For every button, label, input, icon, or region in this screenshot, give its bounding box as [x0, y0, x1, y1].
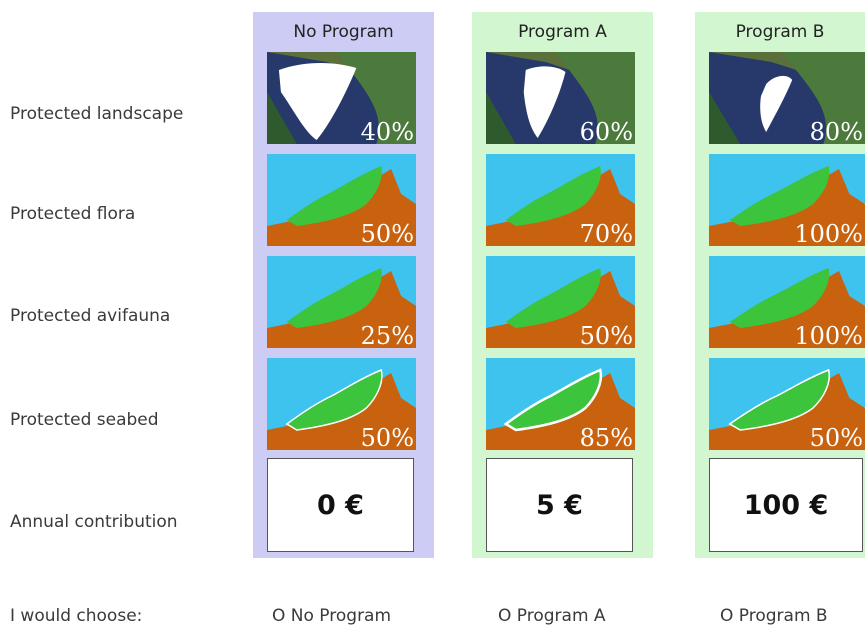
option-program-a[interactable]: O Program A [498, 606, 606, 626]
column-title: Program A [518, 22, 607, 42]
flora-percent: 70% [579, 220, 633, 246]
column-program-a: Program A 60% 70% 50% [472, 12, 653, 558]
island-map-icon: 50% [267, 358, 416, 450]
landscape-percent: 80% [809, 118, 863, 144]
column-title: No Program [293, 22, 394, 42]
column-title: Program B [735, 22, 825, 42]
island-map-icon: 50% [267, 154, 416, 246]
seabed-percent: 50% [809, 424, 863, 450]
avifauna-percent: 50% [579, 322, 633, 348]
row-label-contribution: Annual contribution [10, 512, 178, 532]
row-label-avifauna: Protected avifauna [10, 306, 171, 326]
island-map-icon: 85% [486, 358, 635, 450]
contribution-box: 5 € [486, 458, 633, 552]
option-program-b[interactable]: O Program B [720, 606, 828, 626]
flora-percent: 50% [360, 220, 414, 246]
contribution-value: 5 € [536, 489, 583, 521]
avifauna-percent: 100% [794, 322, 863, 348]
landscape-photo-icon: 60% [486, 52, 635, 144]
landscape-photo-icon: 40% [267, 52, 416, 144]
island-map-icon: 50% [709, 358, 865, 450]
row-label-landscape: Protected landscape [10, 104, 184, 124]
contribution-box: 100 € [709, 458, 863, 552]
row-label-seabed: Protected seabed [10, 410, 159, 430]
choice-label: I would choose: [10, 606, 143, 626]
contribution-value: 100 € [743, 489, 829, 521]
column-no-program: No Program 40% 50% 25% [253, 12, 434, 558]
island-map-icon: 70% [486, 154, 635, 246]
island-map-icon: 50% [486, 256, 635, 348]
seabed-percent: 50% [360, 424, 414, 450]
column-program-b: Program B 80% 100% 100% [695, 12, 865, 558]
option-no-program[interactable]: O No Program [272, 606, 392, 626]
avifauna-percent: 25% [360, 322, 414, 348]
contribution-value: 0 € [317, 489, 364, 521]
landscape-percent: 40% [360, 118, 414, 144]
seabed-percent: 85% [579, 424, 633, 450]
row-label-flora: Protected flora [10, 204, 136, 224]
contribution-box: 0 € [267, 458, 414, 552]
landscape-photo-icon: 80% [709, 52, 865, 144]
flora-percent: 100% [794, 220, 863, 246]
island-map-icon: 25% [267, 256, 416, 348]
island-map-icon: 100% [709, 256, 865, 348]
landscape-percent: 60% [579, 118, 633, 144]
island-map-icon: 100% [709, 154, 865, 246]
